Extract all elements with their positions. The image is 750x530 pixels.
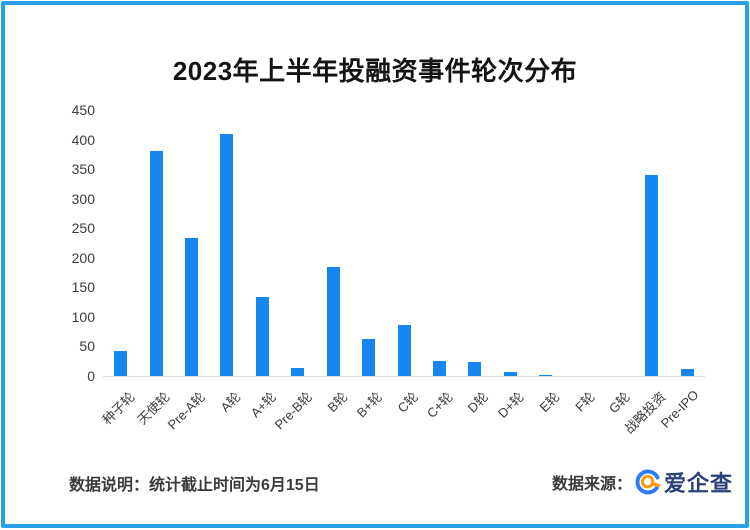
y-tick-label: 200: [71, 249, 95, 266]
x-tick-label: D+轮: [495, 389, 527, 421]
chart-title: 2023年上半年投融资事件轮次分布: [172, 56, 578, 86]
y-tick-label: 400: [71, 131, 95, 148]
y-axis: 450 400 350 300 250 200 150 100 50 0: [5, 102, 95, 384]
x-tick-label: Pre-B轮: [271, 389, 315, 433]
x-tick-label: B+轮: [354, 389, 386, 421]
y-tick-label: 250: [71, 220, 95, 237]
y-tick-label: 100: [71, 308, 95, 325]
bar: [680, 368, 694, 376]
data-note: 数据说明：统计截止时间为6月15日: [69, 477, 320, 494]
x-tick-label: D轮: [465, 389, 492, 416]
bar: [291, 367, 305, 376]
bar: [645, 175, 659, 376]
bar: [185, 237, 199, 376]
bar: [539, 374, 553, 376]
y-tick-label: 0: [87, 368, 95, 384]
bar: [503, 372, 517, 376]
x-tick-label: Pre-A轮: [164, 389, 209, 433]
x-tick-label: E轮: [536, 389, 563, 416]
y-tick-label: 300: [71, 190, 95, 207]
bar: [220, 134, 234, 376]
bar: [468, 361, 482, 376]
source-brand-name: 爱企查: [663, 471, 733, 496]
bar: [326, 266, 340, 376]
x-tick-label: F轮: [572, 389, 598, 415]
x-tick-label: A轮: [217, 389, 244, 416]
bar: [255, 296, 269, 376]
y-tick-label: 450: [71, 102, 95, 118]
aiqicha-logo-icon: [635, 469, 661, 495]
bar: [362, 339, 376, 376]
x-tick-label: C轮: [394, 389, 421, 416]
x-tick-label: B轮: [323, 389, 350, 416]
y-tick-label: 150: [71, 279, 95, 296]
y-tick-label: 50: [79, 338, 95, 355]
y-tick-label: 350: [71, 161, 95, 178]
bar: [149, 150, 163, 376]
source-label: 数据来源：: [551, 476, 632, 493]
x-axis-labels: 种子轮 天使轮 Pre-A轮 A轮 A+轮 Pre-B轮 B轮 B+轮 C轮 C+轮 D轮 D+轮 E轮…: [99, 377, 705, 447]
bar: [114, 350, 128, 376]
bar: [397, 325, 411, 376]
x-tick-label: 种子轮: [99, 389, 138, 428]
bar: [432, 360, 446, 376]
data-source: 数据来源： 爱企查: [552, 466, 733, 498]
x-tick-label: Pre-IPO: [658, 387, 702, 431]
plot-area: [103, 110, 705, 377]
x-tick-label: C+轮: [424, 389, 457, 421]
